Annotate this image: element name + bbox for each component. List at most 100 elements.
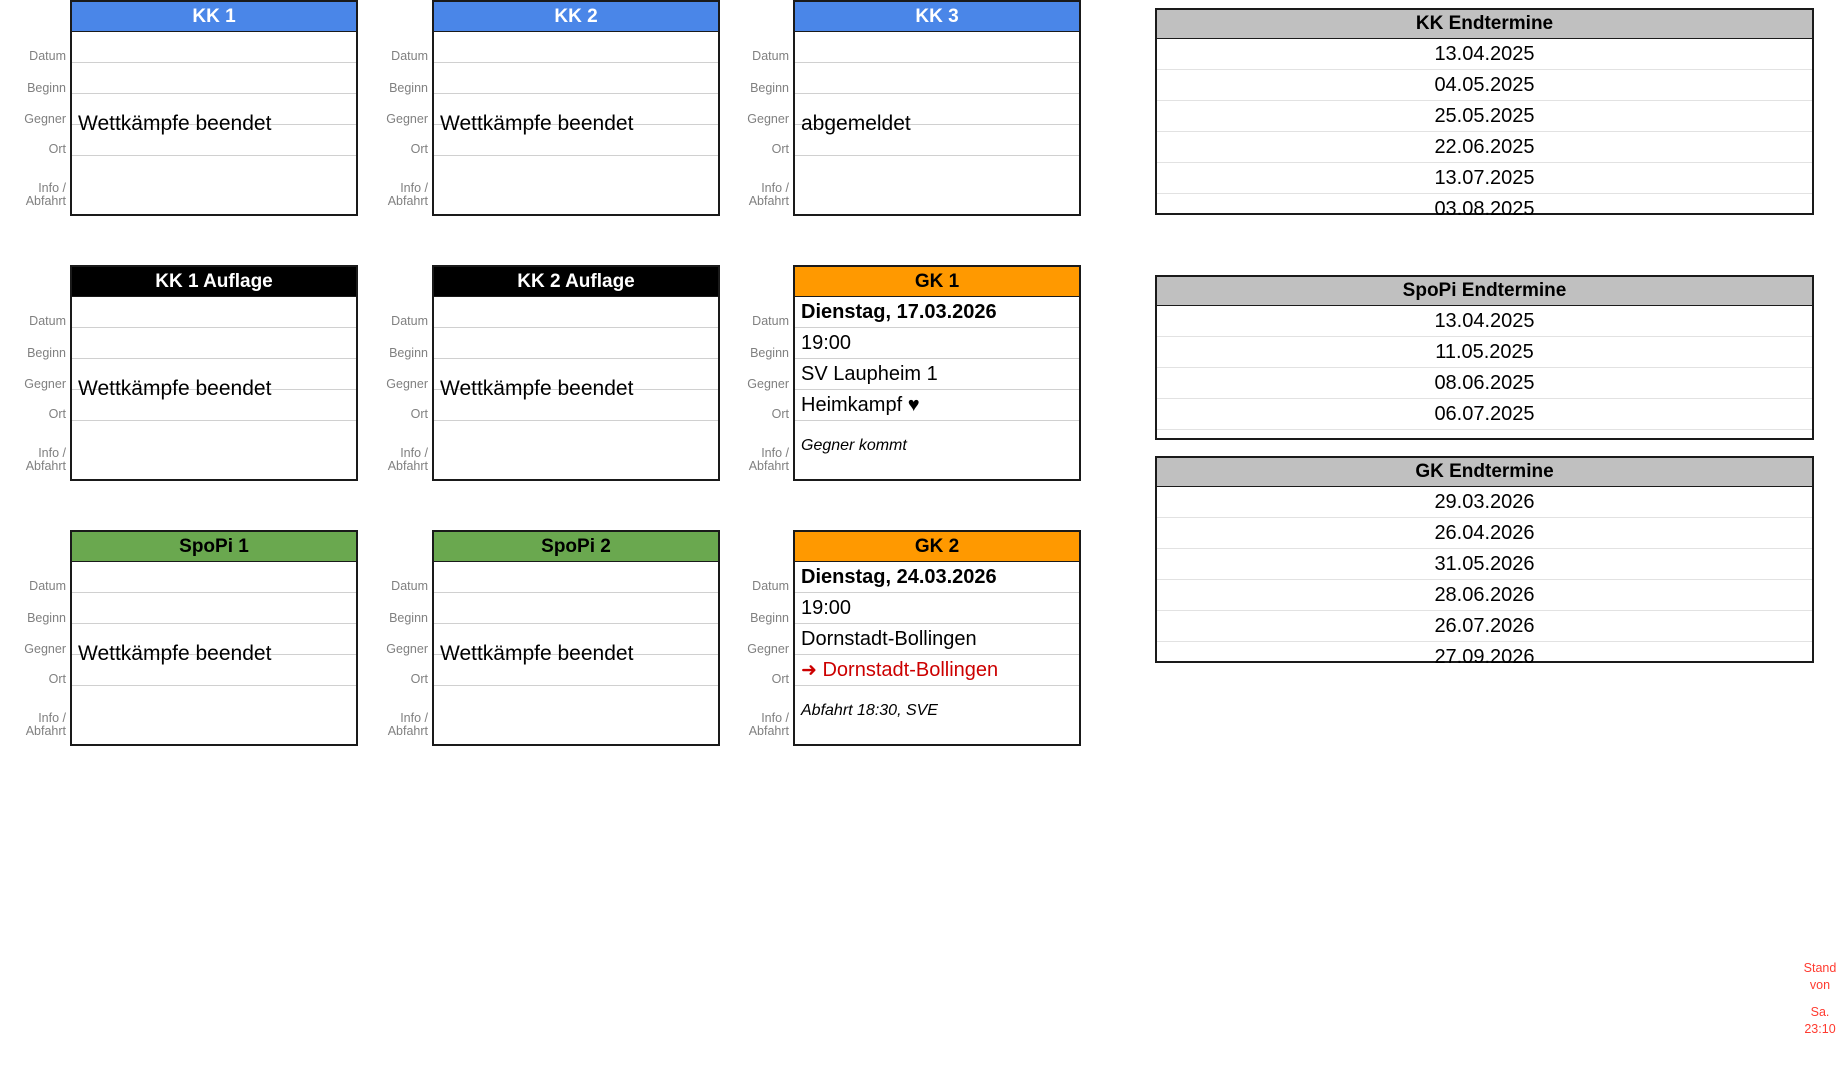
card-row-divider <box>795 62 1079 63</box>
card-row-divider <box>434 654 718 655</box>
row-label-datum: Datum <box>752 314 789 328</box>
row-label-beginn: Beginn <box>389 81 428 95</box>
match-card[interactable]: KK 2 Wettkämpfe beendet <box>432 0 720 216</box>
endtermine-row: 13.04.2025 <box>1434 310 1535 332</box>
endtermine-row: 11.05.2025 <box>1157 336 1812 367</box>
match-location-label: Dornstadt-Bollingen <box>822 659 999 681</box>
row-label-beginn: Beginn <box>27 611 66 625</box>
row-label-datum: Datum <box>29 314 66 328</box>
row-label-info-abfahrt: Info / Abfahrt <box>26 182 66 207</box>
endtermine-list: 13.04.2025 11.05.2025 08.06.2025 06.07.2025 <box>1157 306 1812 491</box>
match-cell: Datum Beginn Gegner Ort Info / Abfahrt KK 2 Au… <box>386 265 720 481</box>
endtermine-table: GK Endtermine 29.03.2026 26.04.2026 31.05.2… <box>1155 456 1814 668</box>
row-label-abfahrt: Abfahrt <box>25 723 66 738</box>
match-card-title: KK 2 <box>434 2 718 32</box>
row-label-gutter: Datum Beginn Gegner Ort Info / Abfahrt <box>2 8 68 222</box>
row-label-gegner: Gegner <box>386 112 428 126</box>
match-card-title: GK 1 <box>795 267 1079 297</box>
row-label-beginn: Beginn <box>389 611 428 625</box>
endtermine-row <box>1157 429 1812 460</box>
card-row-divider <box>72 62 356 63</box>
card-row-divider <box>795 623 1079 624</box>
card-row-divider <box>434 592 718 593</box>
match-date: Dienstag, 24.03.2026 <box>801 566 997 588</box>
card-row-divider <box>72 358 356 359</box>
row-label-abfahrt: Abfahrt <box>25 458 66 473</box>
match-card[interactable]: KK 2 Auflage Wettkämpfe beendet <box>432 265 720 481</box>
row-label-beginn: Beginn <box>27 346 66 360</box>
match-card[interactable]: GK 1 Dienstag, 17.03.2026 19:00 SV Laupheim… <box>793 265 1081 481</box>
endtermine-table: KK Endtermine 13.04.2025 04.05.2025 25.05.2… <box>1155 8 1814 220</box>
row-label-abfahrt: Abfahrt <box>387 193 428 208</box>
row-label-gutter: Datum Beginn Gegner Ort Info / Abfahrt <box>725 273 791 487</box>
row-label-gutter: Datum Beginn Gegner Ort Info / Abfahrt <box>725 538 791 752</box>
card-row-divider <box>72 654 356 655</box>
endtermine-list: 13.04.2025 04.05.2025 25.05.2025 22.06.2025… <box>1157 39 1812 224</box>
row-label-info-abfahrt: Info / Abfahrt <box>388 182 428 207</box>
status-stamp: Stand von Sa. 23:10 <box>1797 960 1843 1038</box>
endtermine-row: 06.07.2025 <box>1157 398 1812 429</box>
match-card[interactable]: KK 1 Wettkämpfe beendet <box>70 0 358 216</box>
row-label-info-abfahrt: Info / Abfahrt <box>749 712 789 737</box>
row-label-info: Info / <box>761 711 789 725</box>
match-card-grid: Datum Beginn Gegner Ort Info / Abfahrt KK 1 Wet… <box>0 0 1135 795</box>
match-card[interactable]: SpoPi 1 Wettkämpfe beendet <box>70 530 358 746</box>
endtermine-row: 26.04.2026 <box>1157 517 1812 548</box>
endtermine-row: 13.07.2025 <box>1157 162 1812 193</box>
row-label-datum: Datum <box>391 579 428 593</box>
stamp-line-4: 23:10 <box>1804 1021 1836 1036</box>
match-card[interactable]: KK 3 abgemeldet <box>793 0 1081 216</box>
match-date: Dienstag, 17.03.2026 <box>801 301 997 323</box>
endtermine-row: 26.07.2026 <box>1157 610 1812 641</box>
endtermine-row: 04.05.2025 <box>1157 69 1812 100</box>
match-cell: Datum Beginn Gegner Ort Info / Abfahrt KK 1 Au… <box>24 265 358 481</box>
row-label-abfahrt: Abfahrt <box>387 458 428 473</box>
row-label-gutter: Datum Beginn Gegner Ort Info / Abfahrt <box>2 273 68 487</box>
card-row-divider <box>72 93 356 94</box>
row-label-beginn: Beginn <box>27 81 66 95</box>
row-label-datum: Datum <box>29 49 66 63</box>
endtermine-row: 28.06.2026 <box>1157 579 1812 610</box>
match-cell: Datum Beginn Gegner Ort Info / Abfahrt SpoPi 1… <box>24 530 358 746</box>
card-row-divider <box>72 327 356 328</box>
row-label-abfahrt: Abfahrt <box>748 458 789 473</box>
endtermine-title: SpoPi Endtermine <box>1157 277 1812 306</box>
card-row-divider <box>795 592 1079 593</box>
row-label-info: Info / <box>38 711 66 725</box>
row-label-info-abfahrt: Info / Abfahrt <box>26 712 66 737</box>
row-label-gegner: Gegner <box>747 112 789 126</box>
match-card[interactable]: SpoPi 2 Wettkämpfe beendet <box>432 530 720 746</box>
match-card[interactable]: GK 2 Dienstag, 24.03.2026 19:00 Dornstadt-B… <box>793 530 1081 746</box>
row-label-ort: Ort <box>771 672 789 686</box>
match-card-row: Datum Beginn Gegner Ort Info / Abfahrt KK 1 Wet… <box>0 0 1135 265</box>
row-label-info-abfahrt: Info / Abfahrt <box>388 712 428 737</box>
card-row-divider <box>434 327 718 328</box>
endtermine-table: SpoPi Endtermine 13.04.2025 11.05.2025 08.0… <box>1155 275 1814 461</box>
match-opponent: SV Laupheim 1 <box>801 363 938 385</box>
match-card-body: abgemeldet <box>795 32 1079 214</box>
match-card-body: Wettkämpfe beendet <box>72 32 356 214</box>
match-card[interactable]: KK 1 Auflage Wettkämpfe beendet <box>70 265 358 481</box>
row-label-info: Info / <box>38 446 66 460</box>
match-card-body: Wettkämpfe beendet <box>434 562 718 744</box>
row-label-abfahrt: Abfahrt <box>25 193 66 208</box>
row-label-gegner: Gegner <box>386 377 428 391</box>
card-row-divider <box>72 592 356 593</box>
card-row-divider <box>795 685 1079 686</box>
row-label-beginn: Beginn <box>750 81 789 95</box>
stamp-gap <box>1797 994 1843 1004</box>
row-label-beginn: Beginn <box>750 611 789 625</box>
row-label-gegner: Gegner <box>24 112 66 126</box>
card-row-divider <box>795 124 1079 125</box>
match-status-text: Wettkämpfe beendet <box>440 112 634 135</box>
match-card-title: KK 1 Auflage <box>72 267 356 297</box>
row-label-info-abfahrt: Info / Abfahrt <box>749 447 789 472</box>
row-label-ort: Ort <box>771 142 789 156</box>
card-row-divider <box>72 623 356 624</box>
card-row-divider <box>72 420 356 421</box>
row-label-gutter: Datum Beginn Gegner Ort Info / Abfahrt <box>725 8 791 222</box>
row-label-ort: Ort <box>48 142 66 156</box>
row-label-beginn: Beginn <box>389 346 428 360</box>
match-card-title: KK 1 <box>72 2 356 32</box>
